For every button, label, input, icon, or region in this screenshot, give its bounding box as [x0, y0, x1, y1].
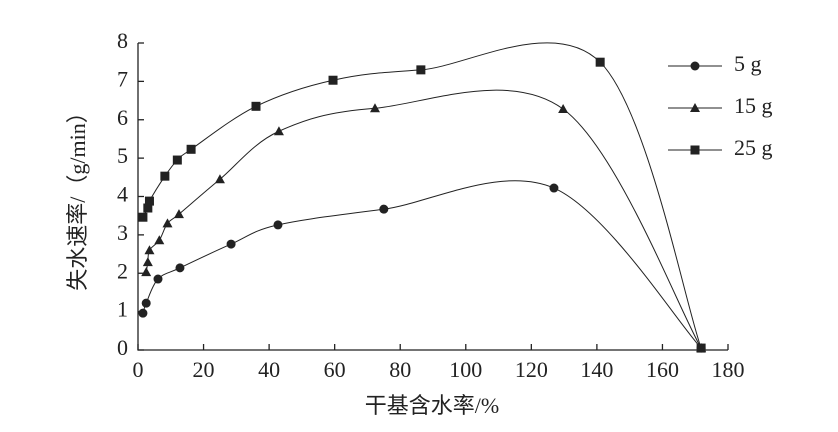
marker: [273, 126, 284, 136]
marker: [186, 144, 196, 154]
marker: [154, 235, 165, 245]
y-tick-label: 2: [117, 258, 128, 283]
x-tick-label: 60: [324, 357, 346, 382]
y-tick-label: 7: [117, 66, 128, 91]
legend-marker: [690, 145, 700, 155]
legend-label: 25 g: [734, 135, 773, 160]
marker: [369, 103, 380, 113]
legend-label: 15 g: [734, 93, 773, 118]
marker: [226, 239, 236, 249]
marker: [144, 245, 155, 255]
marker: [138, 308, 148, 318]
x-tick-label: 0: [133, 357, 144, 382]
marker: [416, 65, 426, 75]
x-tick-label: 40: [258, 357, 280, 382]
marker: [141, 267, 152, 277]
legend-marker: [690, 103, 700, 112]
x-tick-label: 80: [389, 357, 411, 382]
y-tick-label: 6: [117, 105, 128, 130]
x-tick-label: 180: [712, 357, 745, 382]
marker: [214, 174, 225, 184]
y-tick-label: 1: [117, 297, 128, 322]
marker: [144, 196, 154, 206]
series-line: [142, 42, 702, 349]
marker: [160, 171, 170, 181]
marker: [273, 220, 283, 230]
x-tick-label: 160: [646, 357, 679, 382]
y-tick-label: 4: [117, 182, 128, 207]
marker: [141, 298, 151, 308]
x-axis-label: 干基含水率/%: [365, 393, 499, 418]
x-tick-label: 140: [580, 357, 613, 382]
marker: [172, 155, 182, 165]
marker: [696, 343, 706, 353]
marker: [175, 263, 185, 273]
legend-label: 5 g: [734, 51, 762, 76]
marker: [558, 104, 569, 114]
y-axis-label: 失水速率/（g/min）: [65, 101, 90, 290]
marker: [549, 183, 559, 193]
marker: [251, 101, 261, 111]
marker: [153, 274, 163, 284]
series-line: [145, 89, 702, 349]
series-line: [142, 180, 702, 349]
y-tick-label: 5: [117, 143, 128, 168]
x-tick-label: 20: [193, 357, 215, 382]
marker: [138, 212, 148, 222]
marker: [379, 204, 389, 214]
y-tick-label: 8: [117, 28, 128, 53]
legend-marker: [690, 61, 700, 71]
x-tick-label: 120: [515, 357, 548, 382]
y-tick-label: 0: [117, 335, 128, 360]
marker: [173, 209, 184, 219]
marker: [142, 257, 153, 267]
marker: [162, 218, 173, 228]
marker: [143, 203, 153, 213]
marker: [595, 57, 605, 67]
x-tick-label: 100: [449, 357, 482, 382]
y-tick-label: 3: [117, 220, 128, 245]
marker: [328, 75, 338, 85]
